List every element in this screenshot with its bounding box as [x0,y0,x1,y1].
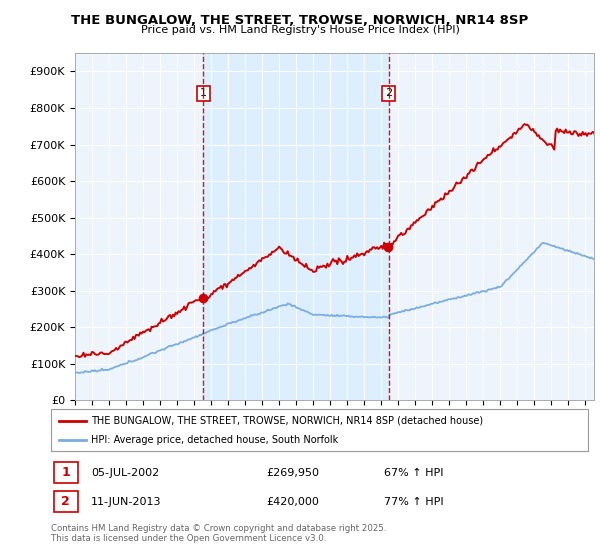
Text: 1: 1 [200,88,207,99]
Text: Price paid vs. HM Land Registry's House Price Index (HPI): Price paid vs. HM Land Registry's House … [140,25,460,35]
Text: THE BUNGALOW, THE STREET, TROWSE, NORWICH, NR14 8SP: THE BUNGALOW, THE STREET, TROWSE, NORWIC… [71,14,529,27]
Text: HPI: Average price, detached house, South Norfolk: HPI: Average price, detached house, Sout… [91,435,338,445]
Text: 77% ↑ HPI: 77% ↑ HPI [384,497,443,507]
Text: 05-JUL-2002: 05-JUL-2002 [91,468,160,478]
Text: THE BUNGALOW, THE STREET, TROWSE, NORWICH, NR14 8SP (detached house): THE BUNGALOW, THE STREET, TROWSE, NORWIC… [91,416,484,426]
Text: 11-JUN-2013: 11-JUN-2013 [91,497,162,507]
Bar [203,53,389,400]
Text: Contains HM Land Registry data © Crown copyright and database right 2025.
This d: Contains HM Land Registry data © Crown c… [51,524,386,543]
Text: £420,000: £420,000 [266,497,319,507]
FancyBboxPatch shape [53,463,78,483]
FancyBboxPatch shape [51,409,588,451]
FancyBboxPatch shape [53,491,78,512]
Text: 67% ↑ HPI: 67% ↑ HPI [384,468,443,478]
Text: 1: 1 [61,466,70,479]
Text: £269,950: £269,950 [266,468,319,478]
Text: 2: 2 [61,495,70,508]
Text: 2: 2 [385,88,392,99]
